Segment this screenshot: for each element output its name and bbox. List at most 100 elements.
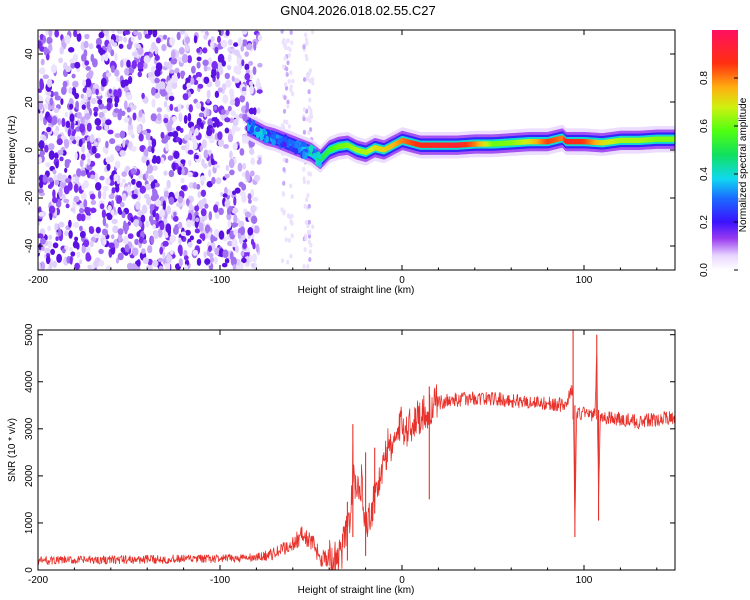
ridge-cell <box>342 143 344 149</box>
ridge-cell <box>502 140 505 146</box>
snr-xlabel: Height of straight line (km) <box>298 585 415 596</box>
noise-blob <box>112 42 118 47</box>
noise-blob <box>168 196 175 205</box>
noise-blob <box>86 87 92 98</box>
noise-blob <box>178 258 183 267</box>
ridge-cell <box>593 139 596 145</box>
noise-blob <box>139 185 146 194</box>
noise-blob <box>78 259 83 265</box>
noise-blob <box>225 79 232 88</box>
noise-blob <box>94 173 99 183</box>
snr-ytick-label: 0 <box>24 567 35 573</box>
noise-blob <box>52 197 58 204</box>
noise-blob <box>250 157 255 165</box>
ridge-blob <box>317 153 322 160</box>
noise-blob <box>255 81 261 88</box>
ridge-cell <box>648 137 650 143</box>
ridge-cell <box>392 142 395 148</box>
noise-blob <box>106 213 113 221</box>
ridge-cell <box>554 137 556 143</box>
noise-blob <box>95 182 102 191</box>
noise-blob <box>142 257 149 264</box>
noise-blob <box>114 145 121 152</box>
noise-blob <box>57 149 64 156</box>
noise-blob <box>213 204 219 213</box>
noise-blob <box>177 196 183 204</box>
noise-blob <box>38 188 44 194</box>
noise-blob <box>159 81 166 90</box>
noise-blob <box>70 251 76 257</box>
noise-blob <box>38 211 45 217</box>
noise-blob <box>69 135 76 141</box>
ridge-cell <box>527 139 530 145</box>
noise-blob <box>48 43 53 52</box>
ridge-cell <box>672 136 674 142</box>
noise-blob <box>283 95 287 100</box>
noise-blob <box>123 85 129 92</box>
noise-blob <box>126 94 133 101</box>
noise-blob <box>203 76 210 85</box>
noise-blob <box>124 68 130 76</box>
noise-blob <box>114 52 118 62</box>
ridge-cell <box>578 138 580 145</box>
ridge-cell <box>376 145 378 151</box>
colorbar-tick-label: 0.4 <box>699 167 710 181</box>
ridge-cell <box>561 135 564 141</box>
noise-blob <box>94 257 101 262</box>
noise-blob <box>44 247 51 255</box>
noise-blob <box>248 81 254 86</box>
ridge-cell <box>393 141 396 148</box>
noise-blob <box>91 97 96 105</box>
spectrogram-xtick-label: 0 <box>399 275 405 286</box>
ridge-blob <box>271 139 276 146</box>
noise-blob <box>169 69 175 74</box>
ridge-cell <box>556 136 559 142</box>
noise-blob <box>98 259 105 267</box>
ridge-cell <box>620 137 623 144</box>
noise-blob <box>214 247 221 256</box>
noise-blob <box>123 220 127 230</box>
noise-blob <box>120 247 126 253</box>
ridge-cell <box>348 143 351 149</box>
noise-blob <box>199 233 206 239</box>
noise-blob <box>64 159 72 164</box>
noise-blob <box>176 125 181 132</box>
noise-blob <box>52 242 59 249</box>
noise-blob <box>128 116 132 126</box>
noise-blob <box>162 240 169 247</box>
spectrogram-xtick-label: -100 <box>210 275 230 286</box>
noise-blob <box>308 68 312 73</box>
noise-blob <box>196 56 202 62</box>
ridge-cell <box>563 137 566 143</box>
noise-blob <box>239 261 244 270</box>
noise-blob <box>75 100 79 111</box>
ridge-cell <box>462 142 465 148</box>
noise-blob <box>92 58 98 68</box>
noise-blob <box>289 219 293 225</box>
ridge-cell <box>665 136 668 142</box>
noise-blob <box>196 48 201 53</box>
noise-blob <box>136 259 141 267</box>
ridge-cell <box>543 138 545 145</box>
ridge-cell <box>435 142 437 148</box>
ridge-cell <box>356 147 359 153</box>
noise-blob <box>122 139 126 148</box>
ridge-cell <box>583 138 586 145</box>
noise-blob <box>307 239 311 245</box>
ridge-cell <box>520 139 522 145</box>
noise-blob <box>145 170 149 180</box>
noise-blob <box>169 249 174 255</box>
ridge-cell <box>546 138 549 145</box>
noise-blob <box>150 113 157 122</box>
ridge-cell <box>580 138 583 145</box>
ridge-cell <box>470 141 472 147</box>
ridge-cell <box>453 142 456 148</box>
noise-blob <box>131 60 137 69</box>
noise-blob <box>152 208 156 218</box>
noise-blob <box>193 35 198 44</box>
noise-blob <box>150 219 157 226</box>
colorbar-tick-label: 0.0 <box>699 263 710 277</box>
noise-blob <box>102 228 107 235</box>
noise-blob <box>83 199 88 209</box>
noise-blob <box>104 123 109 132</box>
